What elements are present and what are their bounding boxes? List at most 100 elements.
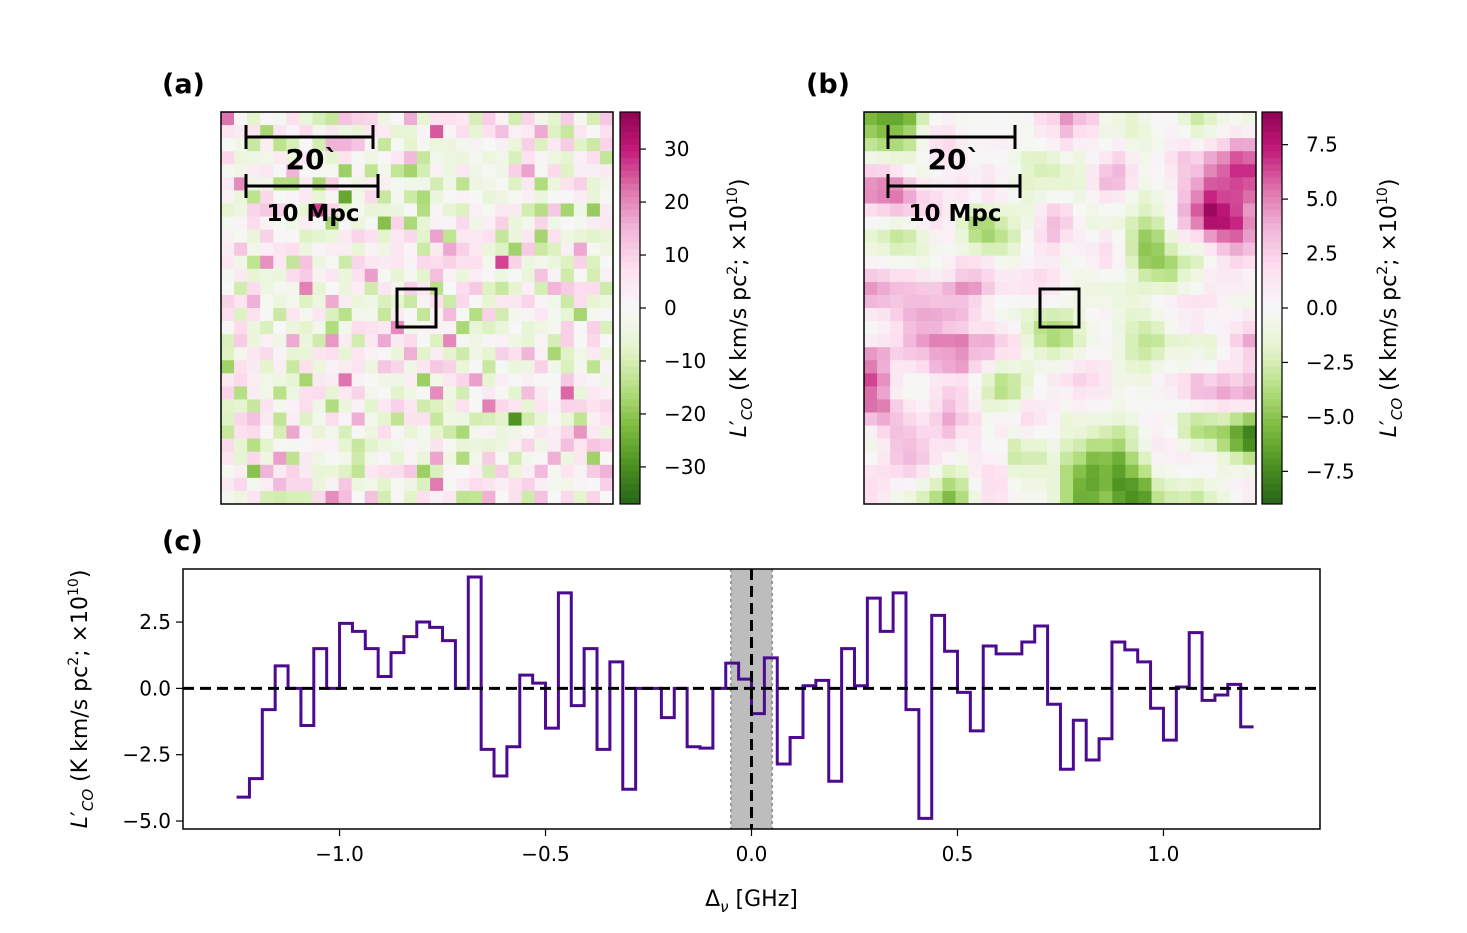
heatmap-cell bbox=[390, 190, 405, 204]
heatmap-cell bbox=[1007, 151, 1022, 165]
heatmap-cell bbox=[338, 334, 353, 348]
heatmap-cell bbox=[260, 177, 274, 191]
heatmap-cell bbox=[955, 203, 969, 217]
heatmap-cell bbox=[377, 164, 392, 178]
heatmap-cell bbox=[534, 281, 549, 296]
heatmap-cell bbox=[573, 438, 588, 453]
heatmap-cell bbox=[325, 438, 339, 453]
heatmap-cell bbox=[1190, 412, 1205, 426]
heatmap-cell bbox=[547, 229, 562, 244]
heatmap-cell bbox=[286, 164, 300, 178]
heatmap-cell bbox=[534, 268, 549, 283]
heatmap-cell bbox=[890, 138, 904, 152]
heatmap-cell bbox=[430, 386, 444, 400]
heatmap-cell bbox=[1151, 425, 1165, 440]
heatmap-cell bbox=[586, 347, 601, 361]
heatmap-cell bbox=[1112, 373, 1126, 387]
heatmap-cell bbox=[417, 438, 431, 453]
heatmap-cell bbox=[260, 112, 274, 126]
heatmap-cell bbox=[482, 438, 496, 453]
heatmap-cell bbox=[955, 242, 969, 257]
heatmap-cell bbox=[968, 268, 982, 283]
heatmap-cell bbox=[1229, 281, 1244, 296]
heatmap-cell bbox=[1164, 425, 1178, 440]
heatmap-cell bbox=[929, 399, 943, 413]
heatmap-cell bbox=[1007, 229, 1022, 244]
heatmap-cell bbox=[534, 360, 549, 374]
heatmap-cell bbox=[903, 242, 917, 257]
heatmap-cell bbox=[443, 151, 457, 165]
heatmap-cell bbox=[273, 308, 287, 322]
heatmap-cell bbox=[299, 151, 313, 165]
heatmap-cell bbox=[234, 451, 248, 466]
heatmap-cell bbox=[903, 451, 917, 466]
heatmap-cell bbox=[417, 490, 431, 505]
heatmap-cell bbox=[430, 151, 444, 165]
heatmap-cell bbox=[430, 112, 444, 126]
heatmap-cell bbox=[1125, 477, 1139, 492]
heatmap-cell bbox=[903, 425, 917, 440]
heatmap-cell bbox=[877, 386, 891, 400]
heatmap-cell bbox=[1007, 451, 1022, 466]
heatmap-cell bbox=[469, 242, 483, 257]
heatmap-cell bbox=[573, 451, 588, 466]
heatmap-cell bbox=[560, 177, 575, 191]
heatmap-cell bbox=[864, 268, 878, 283]
colorbar-segment bbox=[1262, 490, 1282, 498]
heatmap-cell bbox=[1164, 151, 1178, 165]
heatmap-cell bbox=[1073, 203, 1087, 217]
colorbar-segment bbox=[1262, 112, 1282, 120]
heatmap-cell bbox=[338, 138, 353, 152]
heatmap-cell bbox=[560, 151, 575, 165]
heatmap-cell bbox=[221, 334, 235, 348]
heatmap-cell bbox=[234, 177, 248, 191]
heatmap-cell bbox=[403, 438, 418, 453]
heatmap-panel-b: 20` 10 Mpc 7.55.02.50.0−2.5−5.0−7.5L′CO … bbox=[863, 111, 1406, 505]
heatmap-cell bbox=[312, 242, 326, 257]
scalebar-b-physical: 10 Mpc bbox=[909, 201, 1002, 227]
heatmap-cell bbox=[968, 386, 982, 400]
heatmap-cell bbox=[534, 490, 549, 505]
colorbar-tick-label: 0 bbox=[664, 296, 677, 320]
heatmap-cell bbox=[560, 477, 575, 492]
heatmap-cell bbox=[1099, 151, 1113, 165]
heatmap-cell bbox=[325, 112, 339, 126]
heatmap-cell bbox=[1086, 190, 1100, 204]
heatmap-cell bbox=[1086, 360, 1100, 374]
heatmap-cell bbox=[916, 125, 930, 139]
heatmap-cell bbox=[1177, 360, 1192, 374]
heatmap-cell bbox=[955, 190, 969, 204]
heatmap-cell bbox=[942, 294, 956, 309]
heatmap-cell bbox=[1151, 321, 1165, 335]
heatmap-cell bbox=[1151, 451, 1165, 466]
colorbar-segment bbox=[1262, 451, 1282, 459]
heatmap-cell bbox=[482, 386, 496, 400]
heatmap-cell bbox=[390, 164, 405, 178]
heatmap-cell bbox=[573, 347, 588, 361]
heatmap-cell bbox=[1086, 412, 1100, 426]
heatmap-cell bbox=[286, 347, 300, 361]
heatmap-cell bbox=[377, 242, 392, 257]
heatmap-cell bbox=[877, 203, 891, 217]
heatmap-cell bbox=[916, 464, 930, 479]
colorbar-segment bbox=[1262, 216, 1282, 224]
heatmap-cell bbox=[338, 125, 353, 139]
heatmap-cell bbox=[456, 464, 470, 479]
heatmap-cell bbox=[1007, 399, 1022, 413]
heatmap-cell bbox=[1099, 281, 1113, 296]
heatmap-cell bbox=[221, 373, 235, 387]
heatmap-cell bbox=[994, 203, 1009, 217]
scalebar-a: 20` 10 Mpc bbox=[244, 125, 380, 227]
heatmap-cell bbox=[312, 386, 326, 400]
heatmap-cell bbox=[1033, 177, 1048, 191]
heatmap-cell bbox=[1203, 412, 1218, 426]
heatmap-cell bbox=[1060, 360, 1074, 374]
heatmap-cell bbox=[942, 229, 956, 244]
heatmap-cell bbox=[1046, 399, 1061, 413]
heatmap-cell bbox=[299, 321, 313, 335]
heatmap-cell bbox=[495, 464, 509, 479]
heatmap-cell bbox=[547, 138, 562, 152]
heatmap-cell bbox=[1099, 164, 1113, 178]
colorbar-segment bbox=[620, 308, 640, 316]
heatmap-cell bbox=[221, 255, 235, 270]
